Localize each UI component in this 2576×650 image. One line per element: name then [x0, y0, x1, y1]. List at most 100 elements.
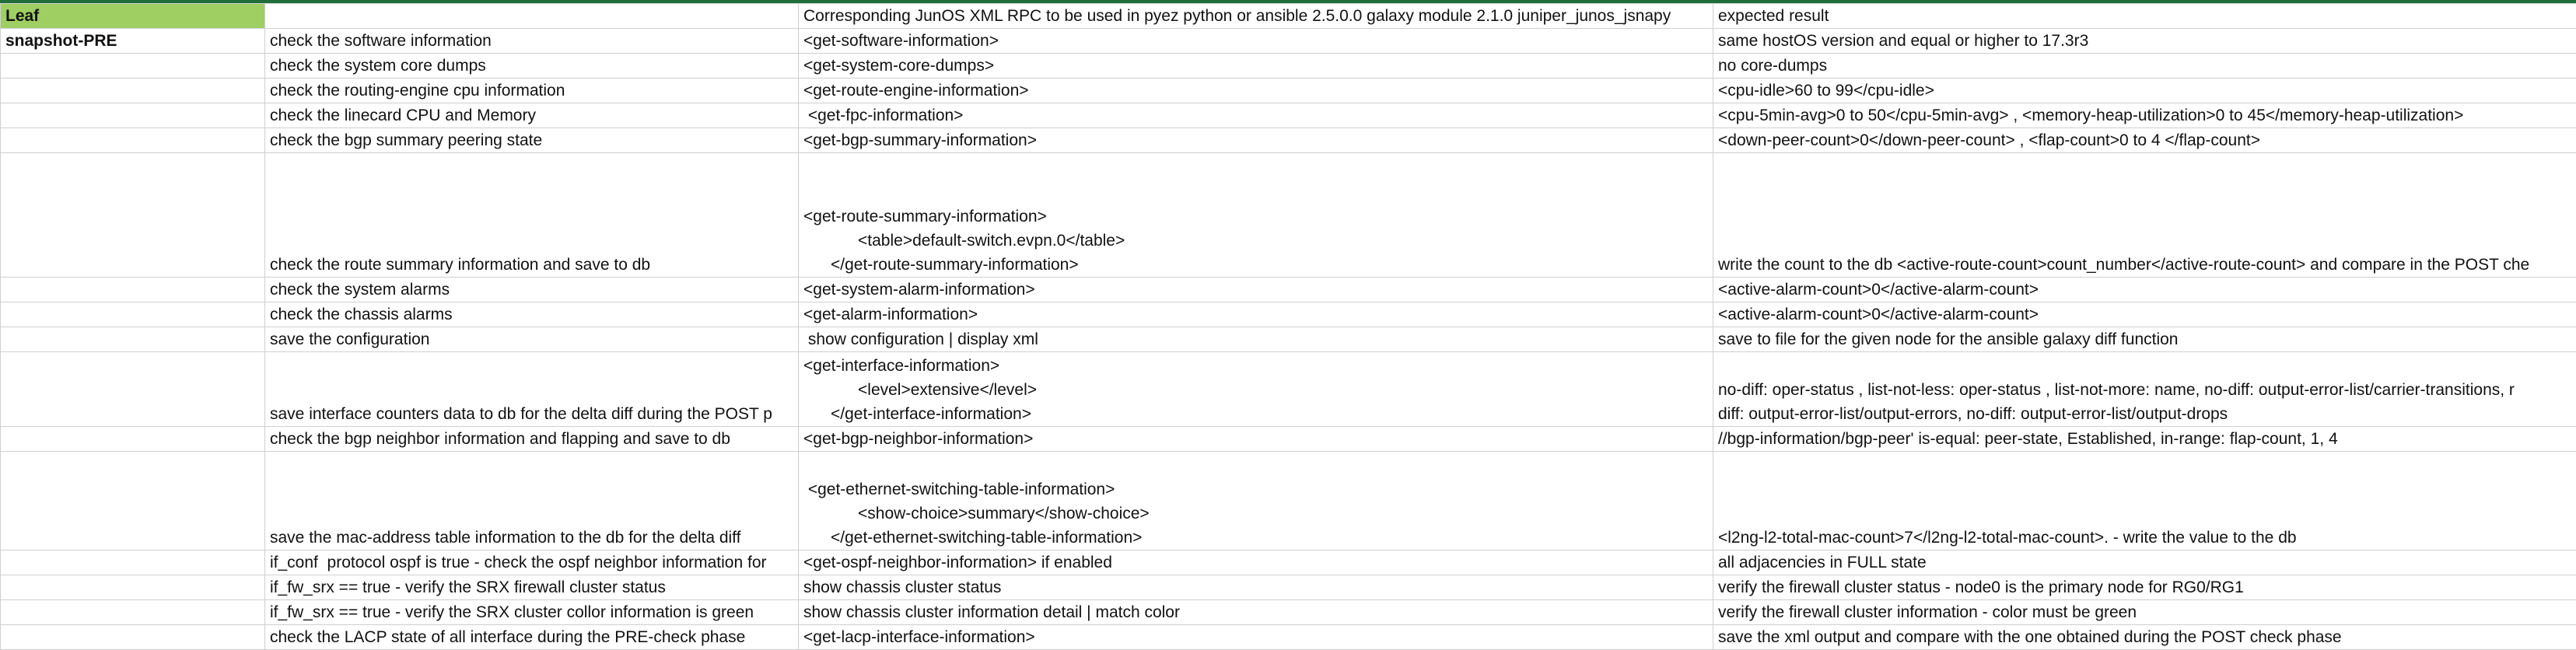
cell-phase[interactable] — [1, 54, 265, 79]
spreadsheet-grid: Leaf Corresponding JunOS XML RPC to be u… — [0, 3, 2576, 650]
cell-leaf[interactable]: Leaf — [1, 4, 265, 29]
cell-rpc-text: <get-bgp-summary-information> — [803, 128, 1713, 152]
table-row: if_conf protocol ospf is true - check th… — [1, 550, 2576, 575]
cell-check-text: check the chassis alarms — [270, 302, 798, 327]
cell-phase[interactable] — [1, 278, 265, 302]
cell-check-text: check the routing-engine cpu information — [270, 79, 798, 103]
cell-rpc[interactable]: <get-bgp-summary-information> — [799, 128, 1713, 153]
cell-check[interactable]: if_fw_srx == true - verify the SRX clust… — [265, 600, 799, 625]
cell-check-text: check the LACP state of all interface du… — [270, 625, 798, 649]
cell-phase[interactable]: snapshot-PRE — [1, 29, 265, 54]
cell-check-text: check the bgp summary peering state — [270, 128, 798, 152]
cell-check[interactable]: check the linecard CPU and Memory — [265, 103, 799, 128]
cell-rpc[interactable]: <get-fpc-information> — [799, 103, 1713, 128]
cell-rpc[interactable]: <get-system-alarm-information> — [799, 278, 1713, 302]
cell-rpc[interactable]: <get-bgp-neighbor-information> — [799, 427, 1713, 452]
cell-phase[interactable] — [1, 427, 265, 452]
cell-check[interactable]: save the mac-address table information t… — [265, 452, 799, 550]
table-row: save the configuration show configuratio… — [1, 327, 2576, 352]
cell-phase[interactable] — [1, 103, 265, 128]
cell-expected-text: <cpu-idle>60 to 99</cpu-idle> — [1718, 79, 2576, 103]
cell-header-rpc[interactable]: Corresponding JunOS XML RPC to be used i… — [799, 4, 1713, 29]
cell-phase[interactable] — [1, 575, 265, 600]
cell-rpc-text: <get-route-engine-information> — [803, 79, 1713, 103]
cell-rpc[interactable]: <get-alarm-information> — [799, 302, 1713, 327]
cell-rpc[interactable]: show chassis cluster information detail … — [799, 600, 1713, 625]
cell-check[interactable]: check the route summary information and … — [265, 153, 799, 278]
cell-rpc-text: <get-software-information> — [803, 29, 1713, 53]
cell-expected[interactable]: save to file for the given node for the … — [1713, 327, 2576, 352]
table-row: check the system core dumps<get-system-c… — [1, 54, 2576, 79]
cell-phase[interactable] — [1, 153, 265, 278]
cell-expected[interactable]: <cpu-5min-avg>0 to 50</cpu-5min-avg> , <… — [1713, 103, 2576, 128]
cell-check[interactable]: check the bgp neighbor information and f… — [265, 427, 799, 452]
cell-expected[interactable]: <active-alarm-count>0</active-alarm-coun… — [1713, 278, 2576, 302]
cell-header-expected[interactable]: expected result — [1713, 4, 2576, 29]
cell-rpc[interactable]: <get-ospf-neighbor-information> if enabl… — [799, 550, 1713, 575]
cell-rpc[interactable]: show configuration | display xml — [799, 327, 1713, 352]
cell-rpc[interactable]: <get-route-engine-information> — [799, 79, 1713, 103]
cell-check[interactable]: check the LACP state of all interface du… — [265, 625, 799, 650]
cell-rpc[interactable]: <get-lacp-interface-information> — [799, 625, 1713, 650]
cell-rpc[interactable]: <get-software-information> — [799, 29, 1713, 54]
cell-check[interactable]: if_fw_srx == true - verify the SRX firew… — [265, 575, 799, 600]
cell-check[interactable]: check the software information — [265, 29, 799, 54]
cell-rpc-text: <get-interface-information> <level>exten… — [803, 354, 1713, 426]
cell-phase[interactable] — [1, 352, 265, 427]
cell-phase[interactable] — [1, 625, 265, 650]
cell-check[interactable]: check the chassis alarms — [265, 302, 799, 327]
cell-phase[interactable] — [1, 452, 265, 550]
cell-phase[interactable] — [1, 550, 265, 575]
cell-expected[interactable]: save the xml output and compare with the… — [1713, 625, 2576, 650]
table-row: check the LACP state of all interface du… — [1, 625, 2576, 650]
cell-rpc-text: <get-system-alarm-information> — [803, 278, 1713, 302]
table-row: save interface counters data to db for t… — [1, 352, 2576, 427]
cell-expected[interactable]: all adjacencies in FULL state — [1713, 550, 2576, 575]
table-row: check the bgp neighbor information and f… — [1, 427, 2576, 452]
cell-phase[interactable] — [1, 327, 265, 352]
cell-rpc-text: <get-lacp-interface-information> — [803, 625, 1713, 649]
cell-check[interactable]: if_conf protocol ospf is true - check th… — [265, 550, 799, 575]
cell-expected[interactable]: verify the firewall cluster status - nod… — [1713, 575, 2576, 600]
cell-check[interactable]: check the bgp summary peering state — [265, 128, 799, 153]
cell-expected[interactable]: no-diff: oper-status , list-not-less: op… — [1713, 352, 2576, 427]
cell-check[interactable]: save the configuration — [265, 327, 799, 352]
cell-rpc-text: <get-ospf-neighbor-information> if enabl… — [803, 550, 1713, 575]
cell-expected-text: <active-alarm-count>0</active-alarm-coun… — [1718, 302, 2576, 327]
cell-header-check[interactable] — [265, 4, 799, 29]
cell-rpc-text: show configuration | display xml — [803, 327, 1713, 351]
cell-expected[interactable]: same hostOS version and equal or higher … — [1713, 29, 2576, 54]
cell-expected[interactable]: verify the firewall cluster information … — [1713, 600, 2576, 625]
cell-expected[interactable]: <active-alarm-count>0</active-alarm-coun… — [1713, 302, 2576, 327]
cell-rpc[interactable]: <get-ethernet-switching-table-informatio… — [799, 452, 1713, 550]
cell-expected[interactable]: no core-dumps — [1713, 54, 2576, 79]
cell-check-text: check the linecard CPU and Memory — [270, 103, 798, 128]
cell-expected-text: no core-dumps — [1718, 54, 2576, 78]
cell-expected[interactable]: <down-peer-count>0</down-peer-count> , <… — [1713, 128, 2576, 153]
cell-expected-text: save to file for the given node for the … — [1718, 327, 2576, 351]
cell-check[interactable]: check the routing-engine cpu information — [265, 79, 799, 103]
table-row: check the routing-engine cpu information… — [1, 79, 2576, 103]
cell-expected[interactable]: //bgp-information/bgp-peer' is-equal: pe… — [1713, 427, 2576, 452]
cell-expected-text: //bgp-information/bgp-peer' is-equal: pe… — [1718, 427, 2576, 451]
cell-check[interactable]: check the system core dumps — [265, 54, 799, 79]
table-row: check the system alarms<get-system-alarm… — [1, 278, 2576, 302]
cell-check[interactable]: save interface counters data to db for t… — [265, 352, 799, 427]
cell-check[interactable]: check the system alarms — [265, 278, 799, 302]
cell-rpc-text: show chassis cluster status — [803, 575, 1713, 599]
cell-rpc[interactable]: <get-route-summary-information> <table>d… — [799, 153, 1713, 278]
cell-rpc[interactable]: <get-system-core-dumps> — [799, 54, 1713, 79]
cell-phase[interactable] — [1, 128, 265, 153]
cell-phase[interactable] — [1, 79, 265, 103]
cell-phase[interactable] — [1, 600, 265, 625]
cell-expected[interactable]: <cpu-idle>60 to 99</cpu-idle> — [1713, 79, 2576, 103]
cell-expected[interactable]: <l2ng-l2-total-mac-count>7</l2ng-l2-tota… — [1713, 452, 2576, 550]
cell-rpc[interactable]: show chassis cluster status — [799, 575, 1713, 600]
cell-expected[interactable]: write the count to the db <active-route-… — [1713, 153, 2576, 278]
cell-rpc[interactable]: <get-interface-information> <level>exten… — [799, 352, 1713, 427]
header-row: Leaf Corresponding JunOS XML RPC to be u… — [1, 4, 2576, 29]
cell-check-text: check the system alarms — [270, 278, 798, 302]
cell-expected-text: verify the firewall cluster information … — [1718, 600, 2576, 624]
cell-phase[interactable] — [1, 302, 265, 327]
